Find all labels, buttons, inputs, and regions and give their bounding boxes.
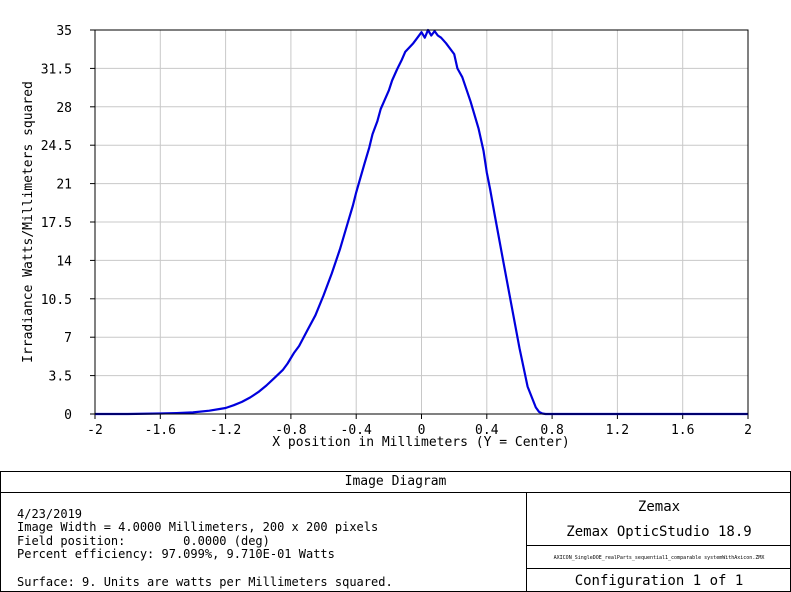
x-tick-label: 1.2 — [606, 423, 629, 438]
image-width-text: Image Width = 4.0000 Millimeters, 200 x … — [17, 520, 379, 535]
date-text: 4/23/2019 — [17, 507, 83, 521]
x-tick-label: -1.6 — [145, 423, 176, 438]
x-tick-label: 1.6 — [671, 423, 694, 438]
irradiance-series-line — [95, 28, 748, 416]
y-tick-label: 35 — [56, 24, 72, 39]
y-tick-label: 7 — [64, 331, 72, 346]
x-tick-label: 0.4 — [475, 423, 499, 438]
y-tick-label: 31.5 — [41, 62, 72, 77]
brand-divider — [527, 545, 791, 546]
plot-frame — [94, 29, 749, 415]
x-tick-label: -1.2 — [210, 423, 241, 438]
y-tick-label: 21 — [56, 178, 72, 193]
y-tick-label: 14 — [56, 254, 72, 269]
y-tick-label: 3.5 — [49, 370, 72, 385]
x-tick-label: 2 — [744, 423, 752, 438]
panel-title: Image Diagram — [1, 472, 790, 493]
brand-name: Zemax — [637, 499, 681, 515]
analysis-details: 4/23/2019 Image Width = 4.0000 Millimeter… — [17, 507, 379, 562]
y-tick-label: 28 — [56, 101, 72, 116]
y-axis-label: Irradiance Watts/Millimeters squared — [21, 81, 36, 363]
surface-text: Surface: 9. Units are watts per Millimet… — [17, 575, 393, 589]
percent-efficiency-text: Percent efficiency: 97.099%, 9.710E-01 W… — [17, 547, 335, 562]
x-tick-label: 0 — [418, 423, 426, 438]
x-tick-label: -0.8 — [275, 423, 306, 438]
info-panel: Image Diagram 4/23/2019 Image Width = 4.0… — [0, 471, 791, 592]
grid-lines — [94, 29, 749, 415]
y-tick-label: 17.5 — [41, 216, 72, 231]
y-tick-label: 10.5 — [41, 293, 72, 308]
y-tick-label: 24.5 — [41, 139, 72, 154]
tick-labels: -2 -1.6 -1.2 -0.8 -0.4 0 0.4 0.8 1.2 1.6 2 0 3.5 7 10.… — [41, 24, 752, 438]
x-tick-label: -2 — [87, 423, 103, 438]
config-divider — [527, 568, 791, 569]
x-tick-label: -0.4 — [341, 423, 372, 438]
file-name: AXICON_SingleDOE_realParts_sequential1_c… — [553, 555, 765, 561]
product-name: Zemax OpticStudio 18.9 — [566, 524, 752, 540]
x-tick-label: 0.8 — [540, 423, 563, 438]
configuration-text: Configuration 1 of 1 — [574, 573, 744, 589]
y-tick-label: 0 — [64, 408, 72, 423]
x-axis-label: X position in Millimeters (Y = Center) — [272, 435, 569, 450]
brand-block: Zemax Zemax OpticStudio 18.9 AXICON_Sing… — [526, 493, 791, 591]
field-position-text: Field position: 0.0000 (deg) — [17, 533, 270, 548]
irradiance-plot: -2 -1.6 -1.2 -0.8 -0.4 0 0.4 0.8 1.2 1.6 2 0 3.5 7 10.… — [21, 24, 752, 450]
